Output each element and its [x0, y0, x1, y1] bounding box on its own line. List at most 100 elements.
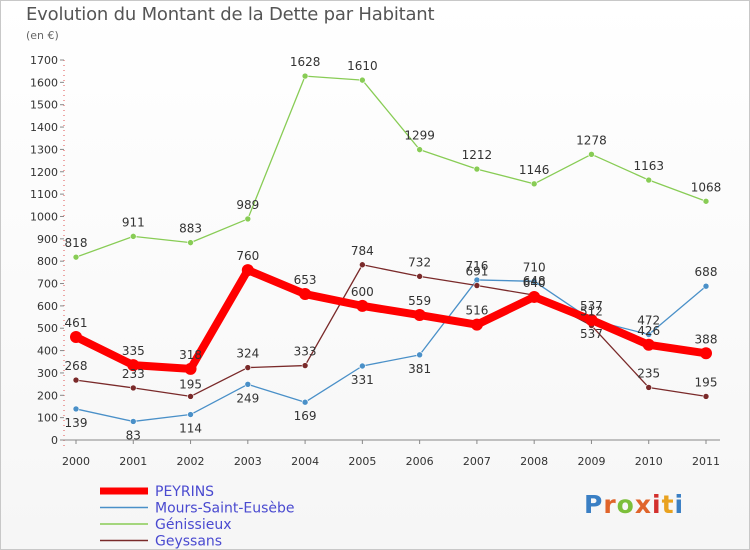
data-point: [413, 309, 426, 322]
y-tick-label: 600: [37, 300, 58, 313]
data-point: [359, 76, 366, 84]
data-point: [588, 151, 595, 158]
data-label: 512: [580, 305, 603, 319]
data-label: 732: [408, 255, 431, 269]
y-tick-label: 1200: [30, 166, 58, 179]
y-tick-label: 0: [51, 434, 58, 447]
data-label: 1068: [691, 180, 722, 194]
data-point: [244, 215, 252, 223]
data-point: [416, 273, 423, 280]
legend-label: Geyssans: [155, 534, 222, 550]
data-label: 1278: [576, 133, 607, 147]
data-label: 388: [695, 332, 718, 346]
data-label: 381: [408, 362, 431, 376]
data-label: 688: [695, 265, 718, 279]
data-label: 235: [637, 366, 660, 380]
y-tick-label: 1300: [30, 143, 58, 156]
data-point: [702, 197, 710, 205]
data-label: 911: [122, 215, 145, 229]
y-tick-label: 200: [37, 389, 58, 402]
data-point: [72, 405, 80, 413]
data-label: 324: [236, 347, 259, 361]
data-point: [129, 384, 137, 392]
x-tick-label: 2001: [119, 455, 147, 468]
data-point: [416, 146, 423, 153]
chart-title: Evolution du Montant de la Dette par Hab…: [26, 4, 435, 25]
data-point: [301, 362, 309, 369]
data-point: [187, 411, 194, 418]
data-label: 83: [126, 428, 141, 442]
data-label: 640: [523, 276, 546, 290]
series-line-geyssans: [75, 264, 707, 398]
y-tick-label: 500: [37, 322, 58, 335]
data-point: [72, 376, 80, 384]
data-label: 331: [351, 373, 374, 387]
data-label: 691: [465, 265, 488, 279]
data-point: [359, 362, 366, 370]
series-line-g-nissieux: [75, 75, 707, 258]
y-tick-label: 900: [37, 233, 58, 246]
y-tick-label: 1600: [30, 76, 58, 89]
data-label: 249: [236, 391, 259, 405]
data-point: [129, 418, 137, 425]
chart-axes: 0 100 200 300 400 500 600 700 800 900 1000 1100 1200…: [30, 54, 720, 468]
data-point: [585, 313, 598, 326]
data-point: [187, 393, 194, 400]
data-label: 139: [65, 416, 88, 430]
y-tick-label: 1500: [30, 99, 58, 112]
y-tick-label: 700: [37, 278, 58, 291]
data-label: 1163: [633, 159, 664, 173]
y-tick-label: 1100: [30, 188, 58, 201]
data-label: 333: [294, 345, 317, 359]
data-point: [416, 351, 423, 359]
data-point: [528, 290, 541, 303]
data-label: 195: [695, 375, 718, 389]
data-point: [700, 347, 712, 360]
chart-unit: (en €): [26, 29, 59, 42]
data-point: [473, 282, 481, 289]
data-label: 989: [236, 198, 259, 212]
data-point: [127, 359, 140, 372]
legend-label: Génissieux: [155, 517, 231, 533]
x-tick-label: 2003: [234, 455, 262, 468]
data-point: [645, 176, 653, 184]
data-point: [470, 318, 483, 331]
data-label: 195: [179, 377, 202, 391]
data-label: 537: [580, 327, 603, 341]
x-tick-label: 2000: [62, 455, 90, 468]
data-label: 233: [122, 367, 145, 381]
data-point: [70, 330, 82, 343]
data-point: [642, 338, 655, 351]
data-label: 600: [351, 285, 374, 299]
data-point: [184, 362, 197, 375]
data-point: [356, 299, 369, 312]
data-point: [530, 180, 538, 188]
data-label: 710: [523, 260, 546, 274]
data-label: 1628: [290, 55, 321, 69]
data-label: 114: [179, 422, 202, 436]
y-tick-label: 1700: [30, 54, 58, 67]
x-tick-label: 2008: [520, 455, 548, 468]
series-line-peyrins: [72, 266, 710, 373]
data-point: [72, 253, 80, 261]
data-label: 268: [65, 359, 88, 373]
x-tick-label: 2009: [577, 455, 605, 468]
chart-legend: PEYRINSMours-Saint-EusèbeGénissieuxGeyss…: [100, 484, 295, 550]
data-point: [359, 261, 366, 269]
y-tick-label: 800: [37, 255, 58, 268]
data-point: [702, 282, 710, 290]
data-point: [129, 233, 137, 240]
legend-label: PEYRINS: [155, 484, 214, 500]
data-label: 1212: [462, 148, 493, 162]
x-tick-label: 2005: [348, 455, 376, 468]
y-tick-label: 300: [37, 367, 58, 380]
data-point: [301, 398, 309, 406]
data-label: 1610: [347, 59, 378, 73]
data-label: 760: [236, 249, 259, 263]
data-label: 648: [523, 274, 546, 288]
y-tick-label: 1000: [30, 210, 58, 223]
data-label: 784: [351, 244, 374, 258]
data-label: 818: [65, 236, 88, 250]
